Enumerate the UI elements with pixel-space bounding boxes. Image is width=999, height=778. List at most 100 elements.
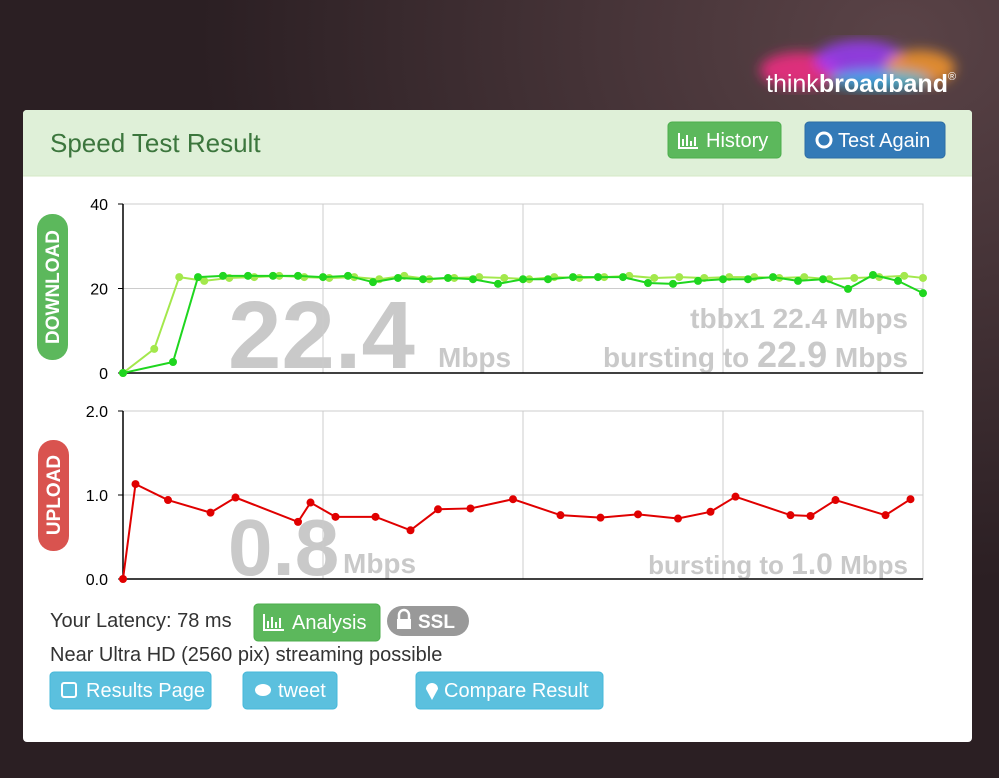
history-button[interactable]: History xyxy=(667,121,782,159)
logo xyxy=(760,40,955,90)
data-point xyxy=(469,275,477,284)
data-point xyxy=(231,493,240,502)
data-point xyxy=(244,271,252,280)
data-point xyxy=(819,275,827,284)
lock-body xyxy=(397,619,411,629)
data-point xyxy=(331,512,340,521)
history-label[interactable]: History xyxy=(706,130,768,152)
data-point xyxy=(694,276,702,285)
burst-prefix: bursting to xyxy=(648,550,784,580)
download-burst: bursting to 22.9 Mbps xyxy=(603,334,908,375)
tweet-label[interactable]: tweet xyxy=(278,680,326,702)
data-point xyxy=(269,271,277,280)
data-point xyxy=(719,275,727,284)
data-point xyxy=(731,492,740,501)
y-tick-label: 40 xyxy=(90,197,108,214)
data-point xyxy=(219,271,227,280)
upload-big-unit: Mbps xyxy=(343,548,416,579)
upload-big-value: 0.8 xyxy=(228,503,339,592)
data-point xyxy=(674,514,682,523)
data-point xyxy=(544,275,552,284)
latency: Your Latency: 78 ms xyxy=(50,610,232,632)
test-again-bg[interactable] xyxy=(804,121,946,159)
y-tick-label: 0.0 xyxy=(86,572,108,589)
data-point xyxy=(556,511,565,520)
data-point xyxy=(844,284,852,293)
data-point xyxy=(894,276,902,285)
data-point xyxy=(169,358,177,367)
data-point xyxy=(419,275,427,284)
refresh-icon xyxy=(815,131,833,149)
data-point xyxy=(881,511,890,520)
data-point xyxy=(519,275,527,284)
data-point xyxy=(634,510,642,519)
analysis-icon xyxy=(263,614,284,631)
burst-value: 1.0 xyxy=(791,548,833,581)
data-point xyxy=(569,273,577,282)
analysis-label[interactable]: Analysis xyxy=(292,612,366,634)
data-point xyxy=(769,273,777,282)
data-point xyxy=(919,273,927,282)
data-point xyxy=(371,512,380,521)
data-point xyxy=(706,507,715,516)
burst-value: 22.9 xyxy=(757,334,827,375)
data-point xyxy=(319,273,327,282)
data-point xyxy=(131,480,140,489)
burst-unit: Mbps xyxy=(835,342,908,373)
logo-think: think xyxy=(766,70,819,98)
data-point xyxy=(406,526,415,535)
ssl-label: SSL xyxy=(418,612,455,633)
data-point xyxy=(369,278,377,287)
burst-prefix: bursting to xyxy=(603,342,749,373)
data-point xyxy=(831,496,840,505)
data-point xyxy=(619,273,627,282)
compare-bg[interactable] xyxy=(415,671,604,710)
data-point xyxy=(394,273,402,282)
y-tick-label: 0 xyxy=(99,366,108,383)
series-line xyxy=(122,273,924,374)
tweet-button[interactable]: tweet xyxy=(242,671,338,710)
data-point xyxy=(119,369,127,377)
data-point xyxy=(150,344,159,353)
test-again-button[interactable]: Test Again xyxy=(804,121,946,159)
download-label: DOWNLOAD xyxy=(43,230,64,344)
data-point xyxy=(164,496,172,505)
upload-label: UPLOAD xyxy=(44,455,65,535)
data-point xyxy=(294,271,302,280)
data-point xyxy=(594,273,602,282)
data-point xyxy=(434,505,442,514)
data-point xyxy=(206,508,215,517)
data-point xyxy=(919,289,927,298)
y-tick-label: 20 xyxy=(90,282,108,299)
data-point xyxy=(850,273,859,282)
compare-button[interactable]: Compare Result xyxy=(415,671,604,710)
data-point xyxy=(650,273,659,282)
data-point xyxy=(800,273,809,282)
upload-pill xyxy=(38,440,69,551)
data-point xyxy=(744,275,752,284)
data-point xyxy=(794,276,802,285)
results-button[interactable]: Results Page xyxy=(49,671,212,710)
tweet-bg[interactable] xyxy=(242,671,338,710)
data-point xyxy=(306,498,315,507)
data-point xyxy=(466,504,475,513)
results-label[interactable]: Results Page xyxy=(86,680,205,702)
streaming-note: Near Ultra HD (2560 pix) streaming possi… xyxy=(50,644,442,666)
download-big-unit: Mbps xyxy=(438,342,511,373)
data-point xyxy=(786,511,795,520)
logo-text: thinkbroadband® xyxy=(766,70,956,98)
y-tick-label: 1.0 xyxy=(86,488,108,505)
analysis-button[interactable]: Analysis xyxy=(253,603,381,642)
analysis-bg[interactable] xyxy=(253,603,381,642)
download-pill xyxy=(37,214,68,360)
lock-icon xyxy=(397,608,411,620)
download-big-value: 22.4 xyxy=(228,282,415,389)
pin-icon xyxy=(426,683,438,700)
data-point xyxy=(669,279,677,288)
data-point xyxy=(175,273,184,282)
charts: 0 20 40 0.0 1.0 2.0 xyxy=(86,197,927,589)
test-again-label[interactable]: Test Again xyxy=(838,130,930,152)
compare-label[interactable]: Compare Result xyxy=(444,680,589,702)
results-bg[interactable] xyxy=(49,671,212,710)
